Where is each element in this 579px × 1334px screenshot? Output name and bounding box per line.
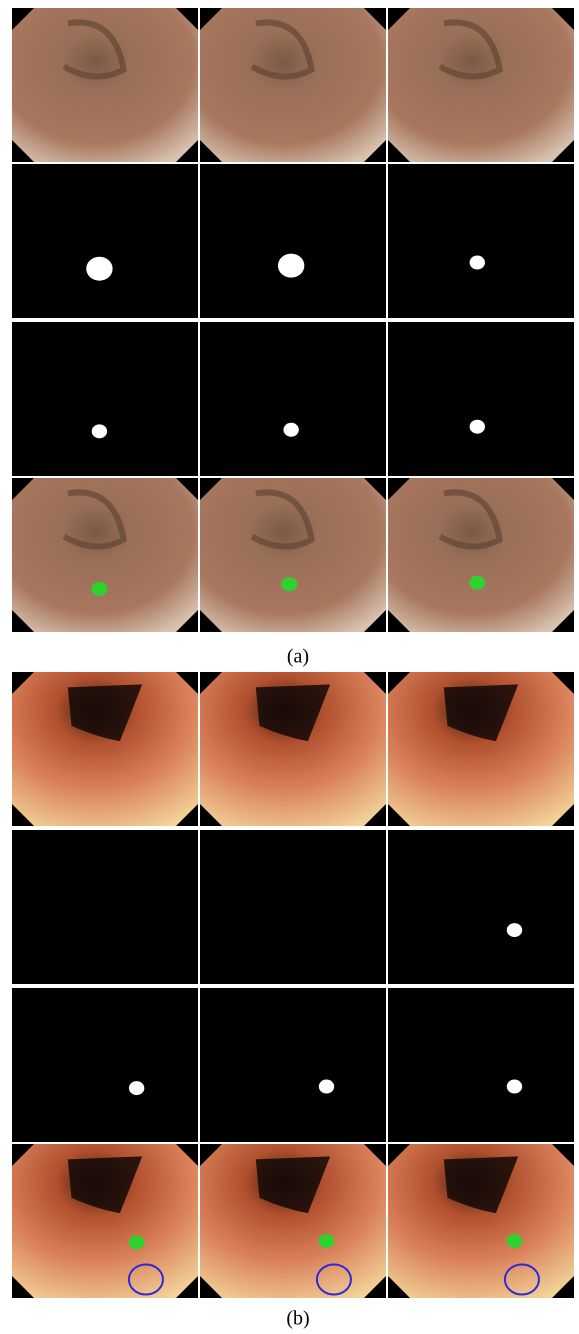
- mask-blob: [86, 257, 112, 281]
- prediction-overlay: [469, 576, 485, 590]
- mask-blob: [92, 424, 107, 438]
- mask-blob: [319, 1080, 334, 1094]
- mask-blob: [470, 420, 485, 434]
- mask-blob: [507, 1080, 522, 1094]
- panel-caption: (b): [286, 1308, 309, 1330]
- mask: [200, 830, 386, 984]
- mask: [12, 988, 198, 1142]
- prediction-overlay: [318, 1234, 334, 1248]
- mask-blob: [470, 256, 485, 270]
- prediction-overlay: [91, 582, 107, 596]
- mask: [200, 322, 386, 476]
- panel-caption: (a): [287, 646, 309, 668]
- prediction-overlay: [129, 1236, 145, 1250]
- mask: [200, 988, 386, 1142]
- prediction-overlay: [506, 1234, 522, 1248]
- prediction-overlay: [281, 577, 297, 591]
- mask: [12, 322, 198, 476]
- mask-blob: [278, 254, 304, 278]
- mask-blob: [129, 1081, 144, 1095]
- mask: [388, 830, 574, 984]
- mask: [388, 322, 574, 476]
- mask: [12, 164, 198, 318]
- figure: (a) (b): [0, 0, 579, 1334]
- mask: [388, 988, 574, 1142]
- mask: [12, 830, 198, 984]
- mask: [388, 164, 574, 318]
- mask-blob: [283, 423, 298, 437]
- mask-blob: [507, 923, 522, 937]
- mask: [200, 164, 386, 318]
- page: (a) (b) (() => { const data = JSON.parse…: [0, 0, 579, 1334]
